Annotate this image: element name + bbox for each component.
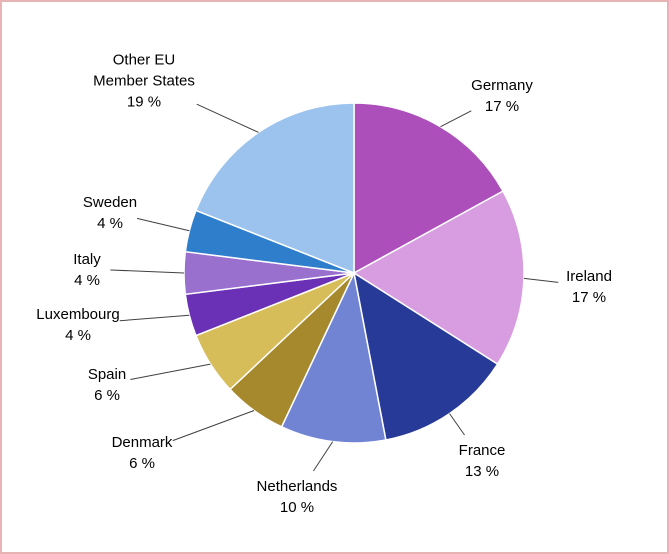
leader-line-luxembourg xyxy=(119,314,190,322)
pie-slice-netherlands xyxy=(280,272,387,444)
slice-label-netherlands: Netherlands 10 % xyxy=(257,478,338,516)
leader-line-ireland xyxy=(523,277,559,283)
leader-line-spain xyxy=(130,363,211,380)
leader-line-other-eu-member-states xyxy=(196,103,259,133)
leader-line-denmark xyxy=(172,410,255,442)
leader-line-germany xyxy=(440,110,472,128)
leader-line-italy xyxy=(110,269,185,274)
slice-label-italy: Italy 4 % xyxy=(73,251,101,289)
slice-label-spain: Spain 6 % xyxy=(88,366,126,404)
leader-line-france xyxy=(449,413,465,436)
slice-label-denmark: Denmark 6 % xyxy=(112,434,173,472)
slice-label-other-eu-member-states: Other EU Member States 19 % xyxy=(93,51,195,110)
leader-line-netherlands xyxy=(313,441,334,472)
slice-label-luxembourg: Luxembourg 4 % xyxy=(36,306,119,344)
slice-label-germany: Germany 17 % xyxy=(471,77,533,115)
slice-label-sweden: Sweden 4 % xyxy=(83,194,137,232)
pie-slice-ireland xyxy=(353,190,525,365)
leader-line-sweden xyxy=(136,217,190,232)
pie-slice-france xyxy=(353,272,499,441)
slice-label-france: France 13 % xyxy=(459,442,506,480)
slice-label-ireland: Ireland 17 % xyxy=(566,268,612,306)
pie-slice-germany xyxy=(353,102,504,274)
pie-slice-other-eu-member-states xyxy=(195,102,355,274)
